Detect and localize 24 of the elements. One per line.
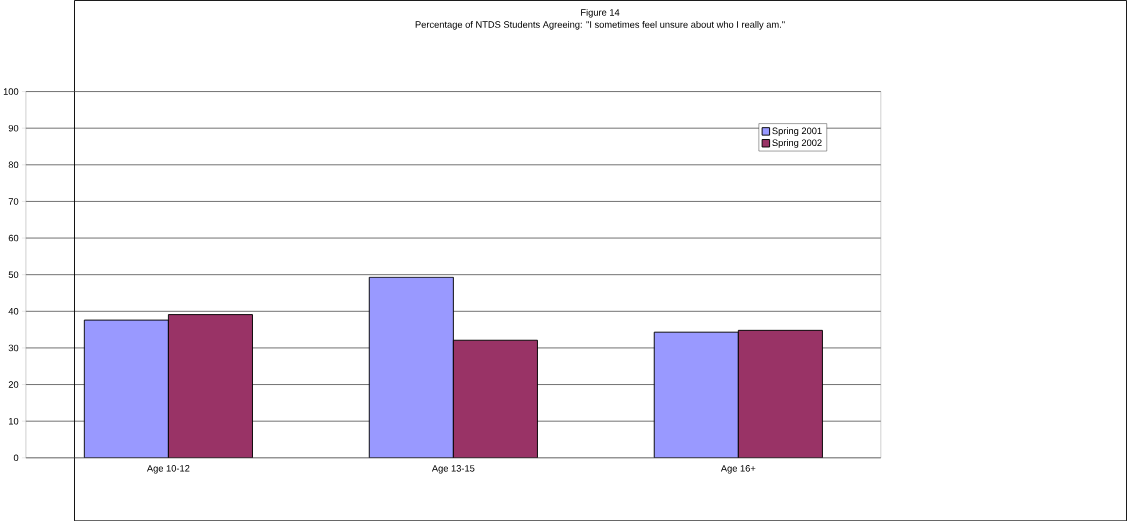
y-tick-label: 70 [8,197,19,205]
chart-subtitle: Percentage of NTDS Students Agreeing: "I sometimes feel unsure about who I really am." [415,20,785,30]
bar [653,331,739,458]
y-tick-label: 90 [8,124,19,132]
y-tick-label: 100 [3,88,19,95]
y-tick-label: 80 [8,161,19,168]
y-tick-label: 0 [13,454,19,461]
y-tick-label: 40 [8,307,19,315]
x-tick-label: Age 16+ [720,464,756,474]
chart-title: Figure 14 [581,8,620,18]
legend-label: Spring 2001 [772,127,822,136]
y-tick-label: 10 [9,417,19,425]
bar [83,319,169,458]
bar [167,313,253,458]
bar [368,276,454,458]
bar [737,329,823,458]
x-tick-label: Age 10-12 [146,464,190,474]
y-tick-label: 30 [8,344,19,352]
legend-label: Spring 2002 [772,139,822,148]
y-tick-label: 50 [8,271,19,278]
y-tick-label: 20 [8,381,19,388]
y-tick-label: 60 [8,234,19,242]
bar [452,339,538,458]
x-tick-label: Age 13-15 [431,464,475,474]
